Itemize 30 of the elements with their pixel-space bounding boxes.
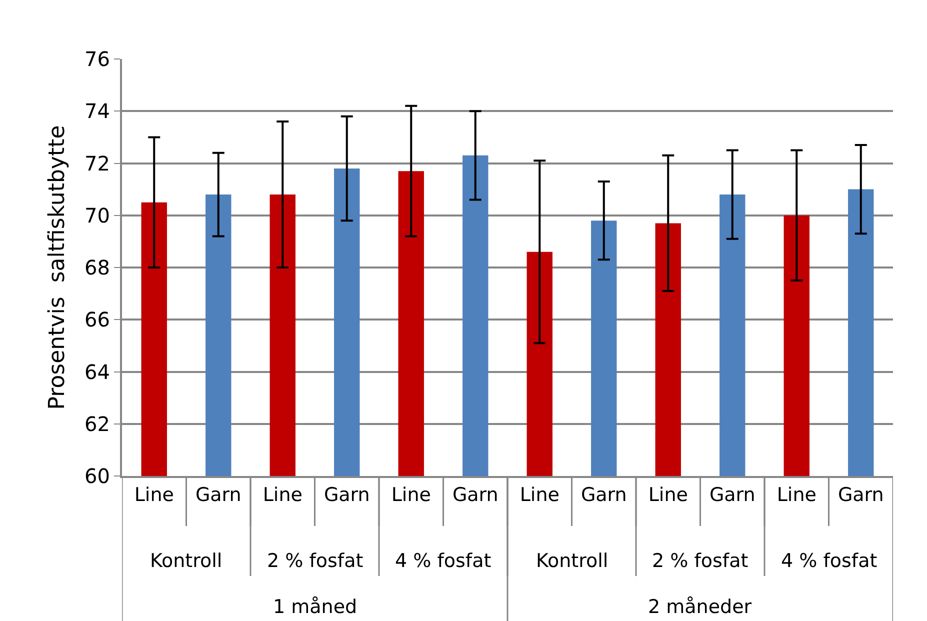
y-tick-label: 60 [84,464,110,488]
y-tick-label: 74 [84,99,110,124]
x-tick-label: Line [776,484,816,506]
y-tick-label: 64 [84,360,110,384]
x-tick-label: Garn [452,484,498,506]
x-tick-label: Line [262,484,302,506]
x-tick-label: Line [391,484,431,506]
text: 2 % fosfat [652,550,748,572]
y-tick-label: 72 [84,151,110,176]
x-tick-label: Line [648,484,688,506]
text: 4 % fosfat [395,550,492,572]
x-tick-label: Garn [709,484,756,506]
x-tick-label: Garn [838,484,884,506]
x-tick-label: Line [134,484,174,506]
y-tick-label: 70 [84,203,110,228]
text: 1 måned [273,596,358,618]
x-tick-label: Garn [324,484,370,506]
y-tick-label: 66 [84,308,110,332]
x-tick-label: Garn [580,484,627,506]
x-tick-label: Garn [195,484,242,506]
x-tick-label: Line [520,484,560,506]
y-axis-title: Prosentvis saltfiskutbytte [44,125,70,410]
y-tick-label: 76 [84,47,110,71]
text: Kontroll [150,550,222,572]
text: 4 % fosfat [781,550,878,572]
text: 2 % fosfat [267,550,364,572]
text: 2 måneder [648,596,752,618]
text: Kontroll [536,550,608,572]
y-tick-label: 62 [84,412,110,436]
y-tick-label: 68 [84,256,110,280]
